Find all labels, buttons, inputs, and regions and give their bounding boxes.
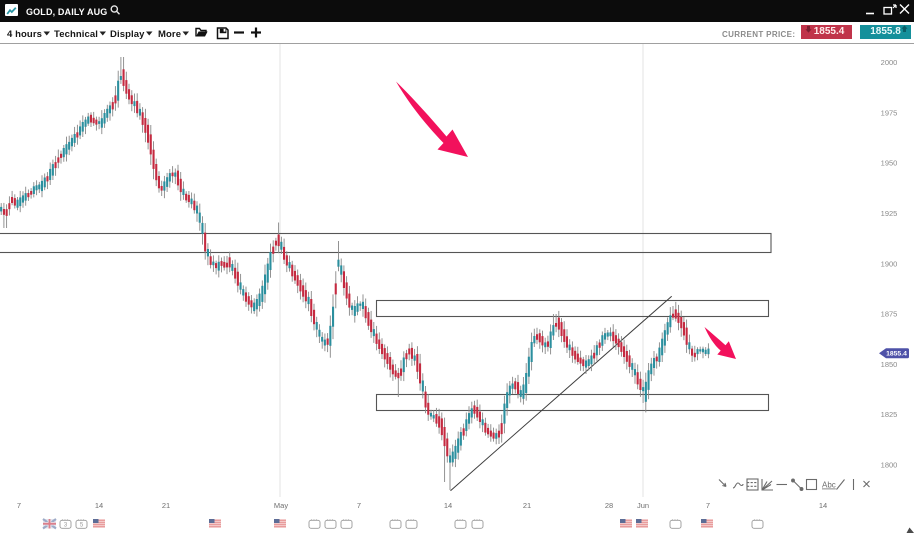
svg-text:7: 7 — [17, 501, 21, 510]
svg-text:1950: 1950 — [881, 159, 898, 168]
svg-text:Abc: Abc — [822, 481, 836, 490]
svg-text:1855.4: 1855.4 — [886, 351, 907, 358]
svg-text:May: May — [274, 501, 288, 510]
svg-text:1800: 1800 — [881, 461, 898, 470]
svg-text:7: 7 — [706, 501, 710, 510]
svg-text:1975: 1975 — [881, 108, 898, 117]
svg-text:1875: 1875 — [881, 310, 898, 319]
svg-text:Jun: Jun — [637, 501, 649, 510]
svg-text:1825: 1825 — [881, 410, 898, 419]
svg-text:7: 7 — [357, 501, 361, 510]
svg-text:3: 3 — [64, 523, 68, 529]
svg-text:2000: 2000 — [881, 58, 898, 67]
svg-text:14: 14 — [444, 501, 452, 510]
svg-text:1925: 1925 — [881, 209, 898, 218]
svg-text:14: 14 — [819, 501, 827, 510]
svg-text:21: 21 — [162, 501, 170, 510]
svg-text:1900: 1900 — [881, 259, 898, 268]
svg-text:1850: 1850 — [881, 360, 898, 369]
svg-text:14: 14 — [95, 501, 103, 510]
svg-text:21: 21 — [523, 501, 531, 510]
svg-text:5: 5 — [80, 523, 84, 529]
svg-text:28: 28 — [605, 501, 613, 510]
